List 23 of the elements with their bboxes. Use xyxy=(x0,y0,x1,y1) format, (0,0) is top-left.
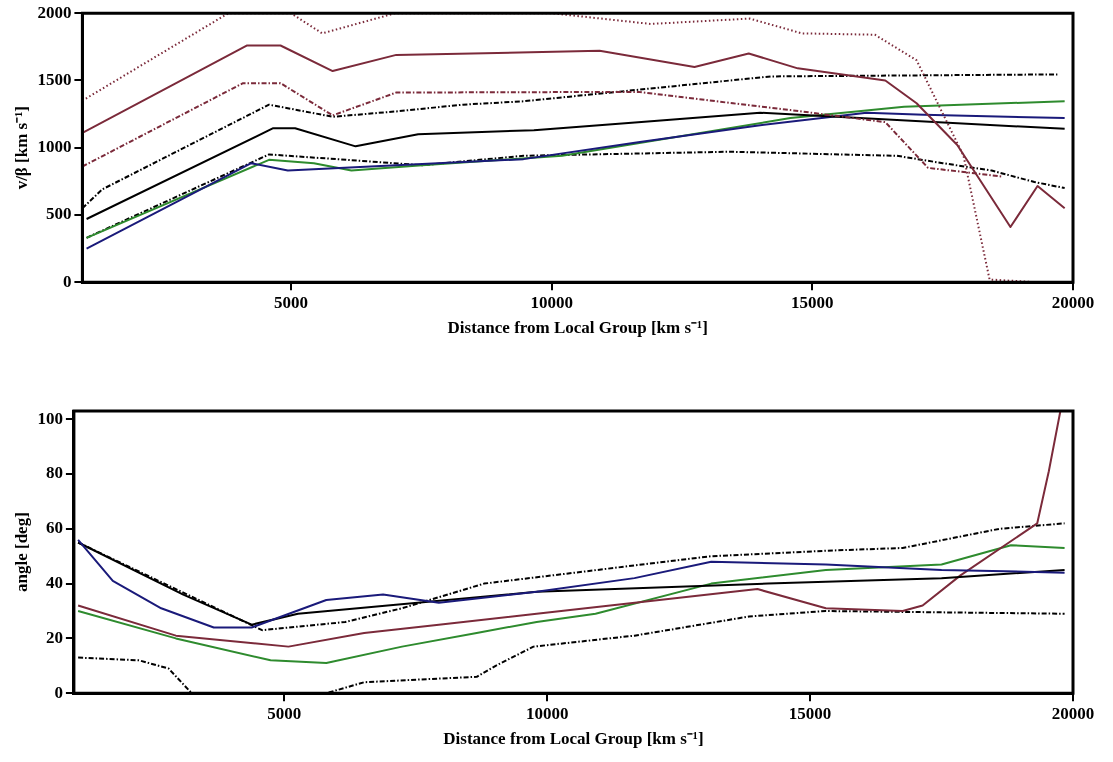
x-tick-label: 5000 xyxy=(273,292,308,312)
y-tick-label: 0 xyxy=(54,682,63,702)
x-tick-label: 5000 xyxy=(267,703,302,723)
x-axis-title: Distance from Local Group [km s⁻¹] xyxy=(447,318,708,338)
x-tick-label: 10000 xyxy=(530,292,573,312)
y-tick-label: 40 xyxy=(45,573,63,592)
x-tick-label: 15000 xyxy=(788,703,832,723)
y-tick-label: 80 xyxy=(45,463,63,483)
y-tick-label: 1500 xyxy=(37,69,72,89)
y-tick-label: 20 xyxy=(45,627,63,647)
x-tick-label: 10000 xyxy=(525,703,569,723)
y-tick-label: 2000 xyxy=(37,2,72,22)
y-tick-label: 60 xyxy=(45,518,63,538)
y-axis-title: angle [deg] xyxy=(11,512,31,592)
y-tick-label: 100 xyxy=(37,408,63,428)
y-tick-label: 1000 xyxy=(37,137,72,157)
y-tick-label: 500 xyxy=(45,204,72,224)
x-tick-label: 20000 xyxy=(1051,703,1095,723)
x-tick-label: 15000 xyxy=(791,292,834,312)
y-tick-label: 0 xyxy=(62,271,72,291)
y-axis-title: v/β [km s⁻¹] xyxy=(11,106,31,190)
x-tick-label: 20000 xyxy=(1051,292,1095,312)
x-axis-title: Distance from Local Group [km s⁻¹] xyxy=(443,729,704,749)
